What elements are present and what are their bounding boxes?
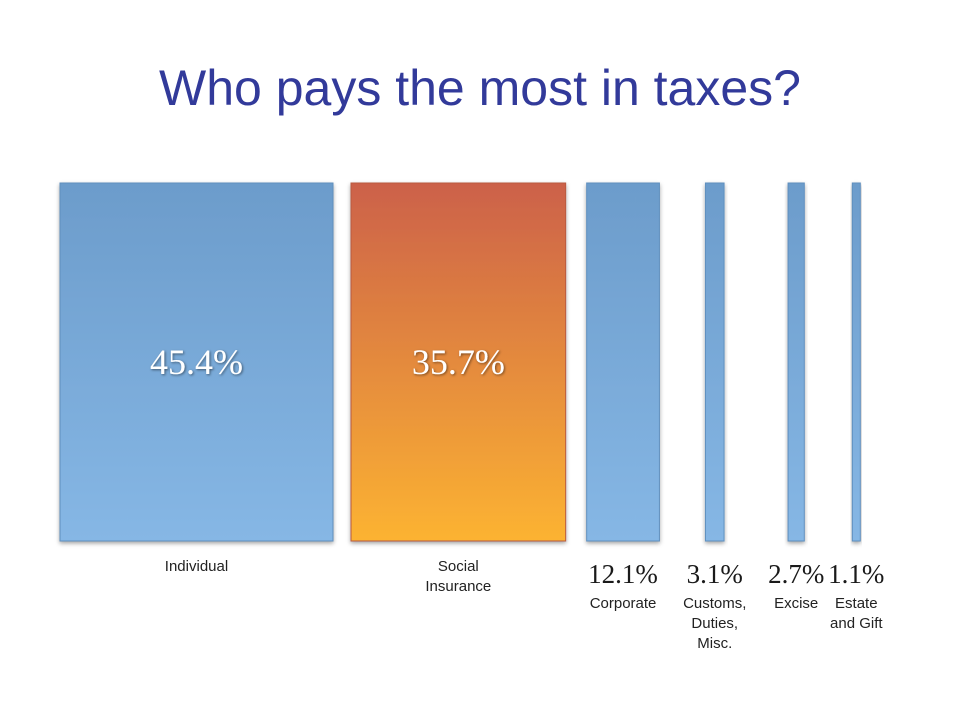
bar-customs-duties-misc bbox=[704, 182, 725, 542]
bar-excise bbox=[787, 182, 805, 542]
value-label-estate-and-gift: 1.1% bbox=[828, 559, 884, 589]
bar-estate-and-gift bbox=[851, 182, 861, 542]
value-label-social-insurance: 35.7% bbox=[412, 342, 505, 382]
category-label-corporate: Corporate bbox=[590, 595, 657, 612]
category-label-excise: Excise bbox=[774, 595, 818, 612]
category-label-individual: Individual bbox=[165, 558, 228, 575]
value-label-excise: 2.7% bbox=[768, 559, 824, 589]
value-label-individual: 45.4% bbox=[150, 342, 243, 382]
bar-individual bbox=[59, 182, 334, 542]
category-label-social-insurance: Social Insurance bbox=[425, 558, 491, 595]
value-label-corporate: 12.1% bbox=[588, 559, 658, 589]
category-label-estate-and-gift: Estate and Gift bbox=[830, 595, 883, 632]
bar-corporate bbox=[586, 182, 660, 542]
value-label-customs-duties-misc: 3.1% bbox=[687, 559, 743, 589]
chart-title: Who pays the most in taxes? bbox=[159, 60, 801, 116]
bar-social-insurance bbox=[350, 182, 567, 542]
category-label-customs-duties-misc: Customs, Duties, Misc. bbox=[683, 595, 746, 652]
